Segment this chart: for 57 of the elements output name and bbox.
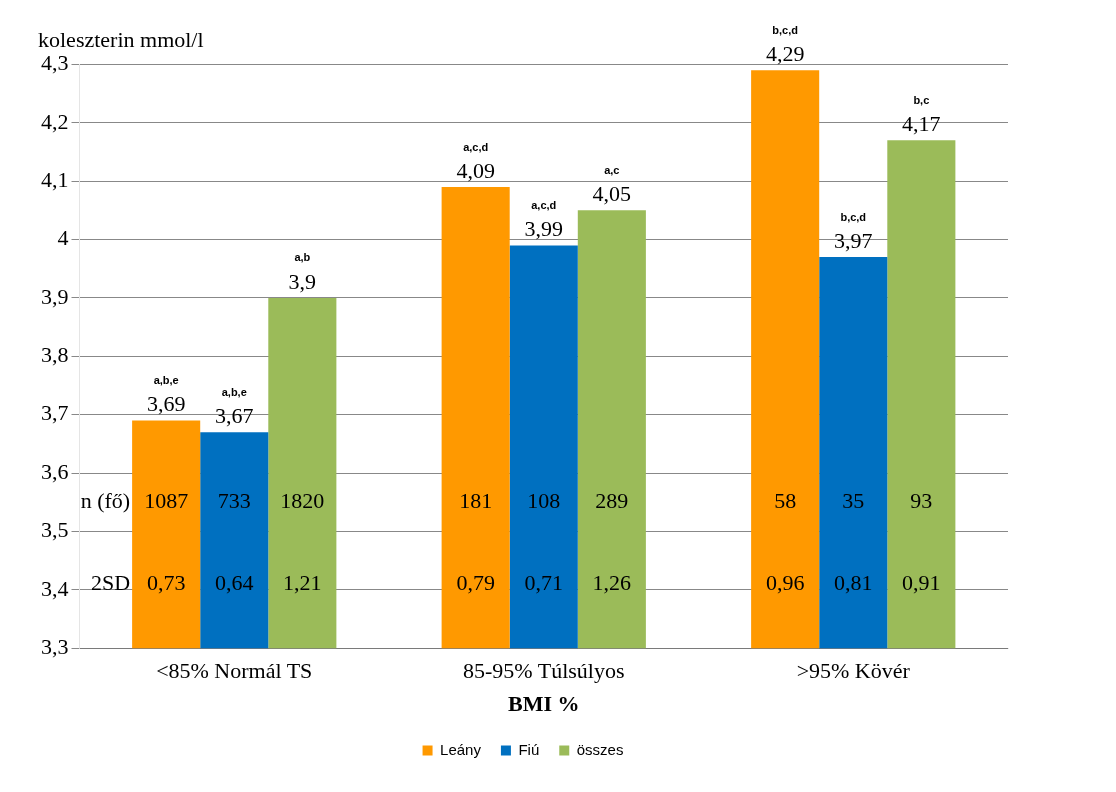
x-tick-label: <85% Normál TS	[156, 658, 313, 684]
y-tick-label: 3,4	[41, 575, 69, 601]
annotation: 733	[217, 488, 251, 514]
annotation: 181	[459, 488, 493, 514]
annotation: 0,81	[834, 569, 873, 595]
annotation: a,c,d	[531, 198, 557, 211]
annotation: n (fő)	[80, 488, 131, 514]
annotation: 1820	[280, 488, 325, 514]
data-label: 3,9	[288, 268, 317, 294]
annotation: a,b,e	[221, 385, 247, 398]
y-tick-label: 4,2	[41, 108, 69, 134]
x-tick-label: 85-95% Túlsúlyos	[462, 658, 625, 684]
legend-label: összes	[576, 740, 624, 758]
y-tick-label: 3,3	[41, 633, 69, 659]
annotation: a,c,d	[463, 140, 489, 153]
y-tick-label: 3,9	[41, 283, 69, 309]
annotation: 289	[595, 488, 629, 514]
annotation: 108	[527, 488, 561, 514]
annotation: 0,96	[765, 569, 805, 595]
data-label: 3,97	[834, 227, 873, 253]
y-tick-label: 3,7	[41, 400, 69, 426]
y-tick-label: 4,1	[41, 166, 69, 192]
annotation: a,b,e	[153, 374, 179, 387]
y-axis-title: koleszterin mmol/l	[38, 26, 204, 52]
y-tick-label: 3,5	[41, 517, 69, 543]
data-label: 4,17	[902, 111, 941, 137]
y-tick-label: 4	[57, 225, 69, 251]
annotation: b,c	[913, 93, 930, 106]
x-axis-title: BMI %	[508, 691, 580, 717]
legend-label: Fiú	[518, 740, 540, 758]
data-label: 4,29	[765, 41, 805, 67]
annotation: 1087	[144, 488, 189, 514]
annotation: 1,21	[283, 569, 322, 595]
text: b,c,d	[772, 23, 798, 36]
annotation: 1,26	[592, 569, 632, 595]
annotation: 0,79	[456, 569, 495, 595]
data-label: 3,69	[146, 391, 186, 417]
annotation: 0,71	[524, 569, 563, 595]
annotation: a,b	[294, 251, 311, 264]
data-label: 4,05	[592, 181, 632, 207]
data-label: 3,67	[215, 402, 254, 428]
y-tick-label: 3,6	[41, 458, 69, 484]
annotation: 0,64	[215, 569, 254, 595]
annotation: 93	[910, 488, 933, 514]
annotation: b,c,d	[840, 210, 867, 223]
annotation: 35	[842, 488, 865, 514]
data-label: 3,99	[524, 216, 563, 242]
data-label: 4,09	[456, 157, 495, 183]
annotation: 0,91	[902, 569, 941, 595]
annotation: a,c	[604, 163, 620, 176]
y-tick-label: 4,3	[41, 50, 69, 76]
legend-label: Leány	[440, 740, 482, 758]
x-tick-label: >95% Kövér	[796, 658, 911, 684]
annotation: 2SD	[90, 569, 131, 595]
y-tick-label: 3,8	[41, 342, 69, 368]
annotation: 0,73	[146, 569, 186, 595]
annotation: 58	[774, 488, 797, 514]
